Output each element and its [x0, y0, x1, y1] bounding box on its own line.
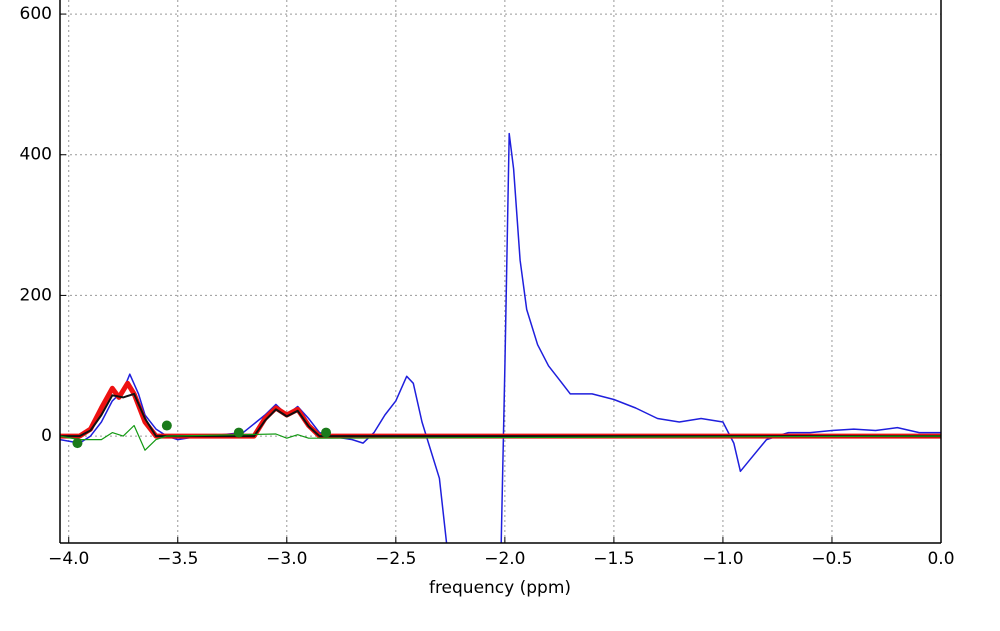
y-tick-label: 200 — [20, 285, 52, 305]
x-tick-label: 0.0 — [927, 549, 954, 569]
point — [233, 427, 244, 438]
point — [161, 420, 172, 431]
point — [72, 438, 83, 449]
x-tick-label: −1.0 — [702, 549, 743, 569]
y-tick-label: 600 — [20, 4, 52, 24]
x-tick-label: −2.5 — [375, 549, 416, 569]
line-series — [60, 392, 941, 438]
plot-area — [60, 132, 941, 543]
x-tick-label: −3.0 — [266, 549, 307, 569]
line-series — [60, 380, 941, 439]
line-series — [60, 424, 941, 451]
x-tick-label: −0.5 — [811, 549, 852, 569]
x-tick-label: −3.5 — [157, 549, 198, 569]
x-axis-label: frequency (ppm) — [429, 578, 571, 598]
point — [321, 427, 332, 438]
x-tick-label: −2.0 — [484, 549, 525, 569]
line-series — [60, 132, 941, 543]
y-tick-label: 0 — [41, 426, 52, 446]
x-tick-label: −4.0 — [48, 549, 89, 569]
y-tick-label: 400 — [20, 145, 52, 165]
x-tick-label: −1.5 — [593, 549, 634, 569]
